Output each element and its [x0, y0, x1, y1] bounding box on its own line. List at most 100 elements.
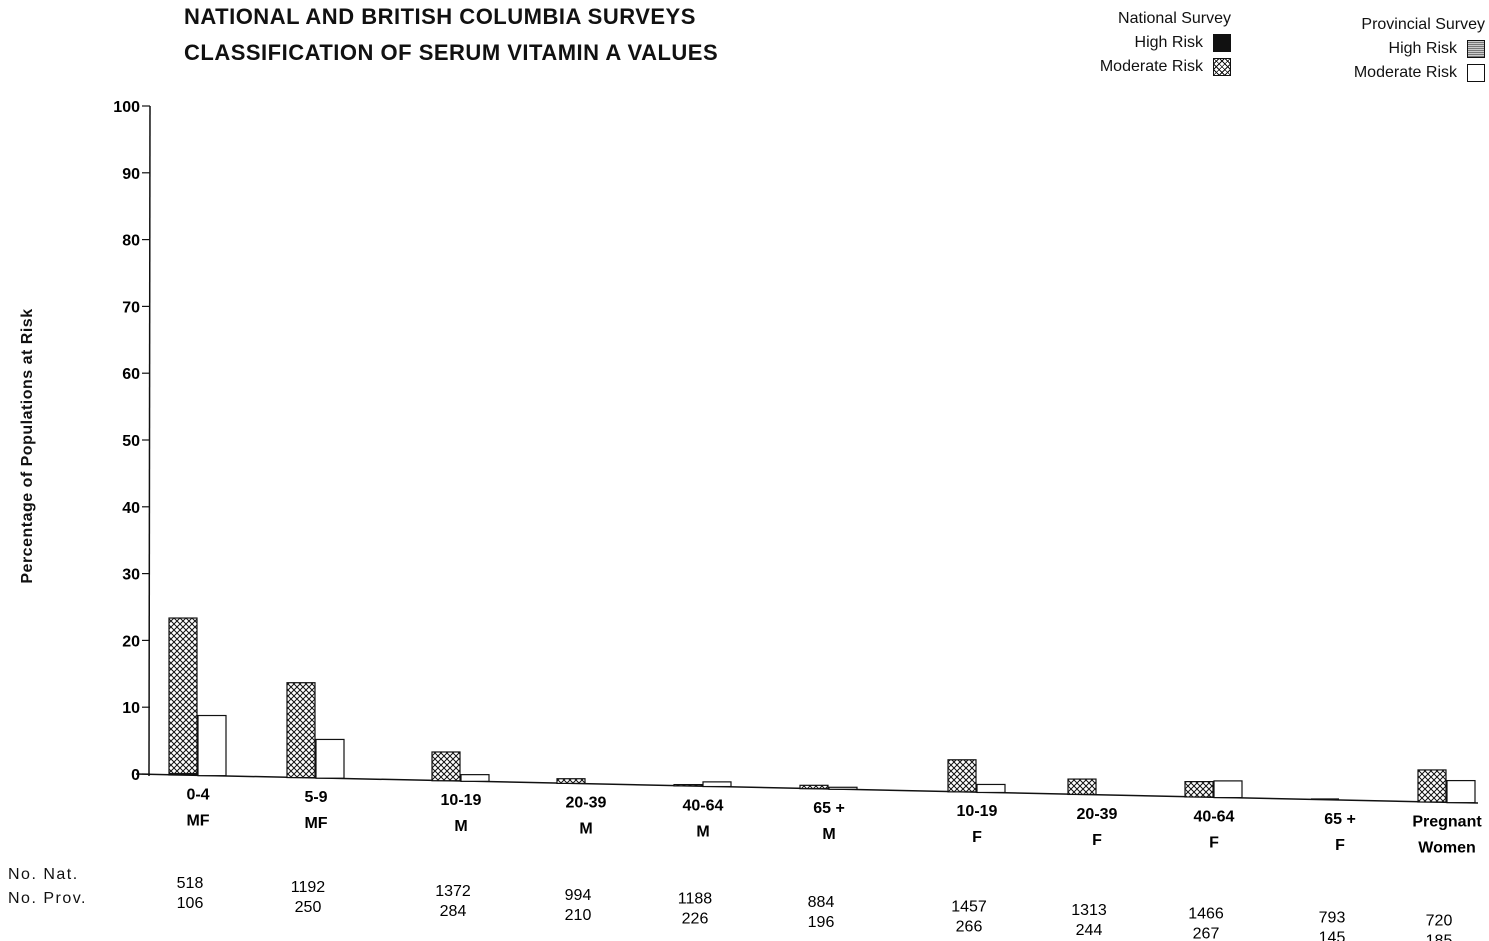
- category-age-label: 10-19: [441, 792, 482, 809]
- provincial-count: 267: [1193, 926, 1220, 941]
- legend-provincial-high-swatch: [1467, 39, 1485, 58]
- category-labels: 0-4MF5181065-9MF119225010-19M137228420-3…: [177, 786, 1483, 941]
- legend-national-high-label: High Risk: [1134, 34, 1203, 51]
- category-sex-label: F: [972, 829, 982, 846]
- legend-provincial: Provincial Survey High Risk Moderate Ris…: [1354, 14, 1485, 86]
- legend-provincial-title: Provincial Survey: [1361, 16, 1485, 33]
- provincial-count: 226: [682, 910, 709, 927]
- chart-title: NATIONAL AND BRITISH COLUMBIA SURVEYS: [184, 4, 696, 29]
- provincial-count: 266: [956, 919, 983, 936]
- bar-provincial-moderate: [702, 781, 732, 788]
- category-age-label: 65 +: [813, 800, 845, 817]
- legend-provincial-moderate-label: Moderate Risk: [1353, 64, 1457, 81]
- provincial-count: 250: [295, 899, 322, 916]
- bar-national-high: [169, 773, 197, 776]
- national-count: 994: [565, 887, 592, 904]
- chart-subtitle: CLASSIFICATION OF SERUM VITAMIN A VALUES: [184, 40, 719, 65]
- y-axis-line: [148, 105, 151, 777]
- category-age-label: Pregnant: [1412, 813, 1482, 830]
- national-count: 884: [808, 894, 835, 911]
- provincial-count: 145: [1319, 930, 1346, 941]
- bar-national-moderate: [1067, 778, 1097, 796]
- national-count: 793: [1319, 910, 1346, 927]
- bar-national-moderate: [1184, 781, 1214, 798]
- bar-national-moderate: [168, 617, 198, 776]
- category-age-label: 20-39: [566, 795, 607, 812]
- bar-provincial-moderate: [315, 738, 345, 779]
- provincial-count-row-label: No. Prov.: [8, 890, 87, 907]
- category-age-label: 20-39: [1077, 806, 1118, 823]
- y-tick-label: 50: [122, 433, 140, 450]
- provincial-count: 284: [440, 903, 467, 920]
- legend-provincial-moderate: Moderate Risk: [1354, 62, 1485, 86]
- y-tick-label: 60: [122, 366, 140, 383]
- legend-national-moderate-swatch: [1213, 57, 1231, 76]
- national-count: 1188: [678, 890, 713, 907]
- y-tick-label: 30: [122, 567, 140, 584]
- provincial-count: 210: [565, 907, 592, 924]
- axes: 0 10 20 30 40 50 60 70 80 90 100: [113, 99, 1479, 804]
- provincial-count: 244: [1076, 922, 1103, 939]
- category-sex-label: Women: [1418, 839, 1475, 856]
- bar-national-moderate: [286, 682, 316, 779]
- category-age-label: 0-4: [186, 786, 209, 803]
- y-tick-label: 20: [122, 633, 140, 650]
- bar-national-moderate: [556, 778, 586, 785]
- category-age-label: 5-9: [304, 789, 327, 806]
- national-count-row-label: No. Nat.: [8, 866, 79, 883]
- national-count: 1372: [435, 883, 471, 900]
- bar-provincial-moderate: [460, 774, 490, 782]
- legend-provincial-moderate-swatch: [1467, 63, 1485, 82]
- category-sex-label: MF: [304, 815, 327, 832]
- bar-national-high: [1311, 798, 1339, 800]
- legend-national-moderate-label: Moderate Risk: [1099, 58, 1203, 75]
- bar-provincial-moderate: [1213, 780, 1243, 799]
- y-tick-label: 10: [122, 700, 140, 717]
- category-sex-label: M: [454, 818, 467, 835]
- y-tick-label: 80: [122, 233, 140, 250]
- y-tick-label: 100: [113, 99, 140, 116]
- category-sex-label: M: [822, 826, 835, 843]
- bar-provincial-moderate: [1446, 779, 1476, 804]
- bar-national-moderate: [799, 784, 829, 790]
- national-count: 518: [177, 875, 204, 892]
- legend-national-moderate: Moderate Risk: [1100, 56, 1231, 80]
- category-age-label: 65 +: [1324, 811, 1356, 828]
- provincial-count: 185: [1426, 933, 1453, 941]
- category-age-label: 10-19: [957, 803, 998, 820]
- legend-national-high-swatch: [1213, 33, 1231, 52]
- national-count: 1313: [1071, 902, 1107, 919]
- bar-national-moderate: [947, 759, 977, 793]
- y-tick-label: 70: [122, 299, 140, 316]
- bar-provincial-moderate: [197, 714, 227, 777]
- bar-national-moderate: [673, 783, 703, 787]
- legend-provincial-high-label: High Risk: [1388, 40, 1457, 57]
- category-sex-label: F: [1335, 837, 1345, 854]
- bar-national-moderate: [1417, 769, 1447, 803]
- category-age-label: 40-64: [1194, 808, 1235, 825]
- category-sex-label: M: [579, 821, 592, 838]
- y-tick-label: 90: [122, 166, 140, 183]
- y-tick-label: 40: [122, 500, 140, 517]
- legend-national-title: National Survey: [1118, 10, 1231, 27]
- bar-provincial-moderate: [976, 783, 1006, 794]
- y-tick-label: 0: [131, 767, 140, 784]
- legend-national-high: High Risk: [1100, 32, 1231, 56]
- category-sex-label: F: [1209, 834, 1219, 851]
- legend-provincial-high: High Risk: [1354, 38, 1485, 62]
- national-count: 1466: [1188, 906, 1224, 923]
- provincial-count: 196: [808, 914, 835, 931]
- national-count: 1457: [951, 899, 987, 916]
- category-sex-label: M: [696, 823, 709, 840]
- bars: [168, 617, 1476, 804]
- national-count: 1192: [291, 879, 326, 896]
- legend-national: National Survey High Risk Moderate Risk: [1100, 8, 1231, 80]
- category-sex-label: MF: [186, 812, 209, 829]
- bar-provincial-moderate: [828, 786, 858, 790]
- national-count: 720: [1426, 913, 1453, 930]
- bar-national-moderate: [431, 751, 461, 782]
- category-age-label: 40-64: [683, 797, 724, 814]
- provincial-count: 106: [177, 895, 204, 912]
- category-sex-label: F: [1092, 832, 1102, 849]
